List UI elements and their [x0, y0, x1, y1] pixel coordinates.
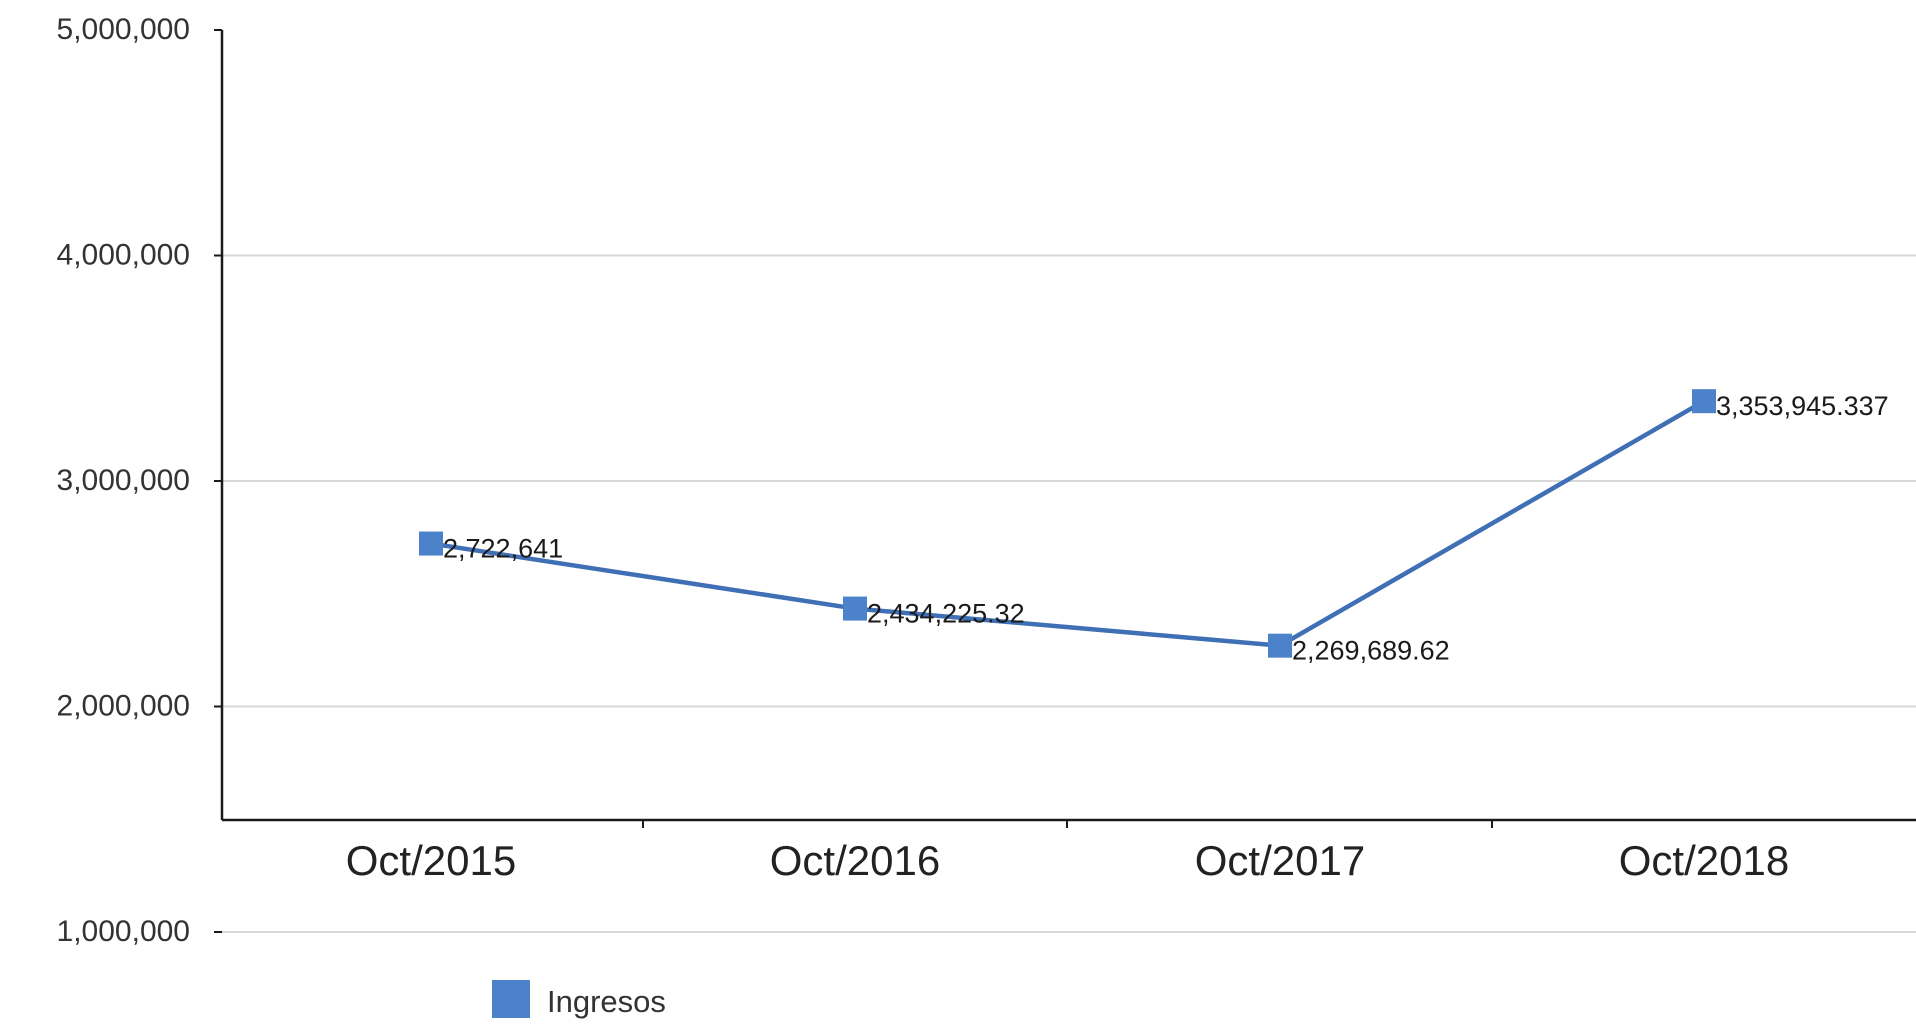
x-tick-label: Oct/2017: [1195, 837, 1365, 884]
data-label: 2,269,689.62: [1292, 636, 1450, 666]
data-label: 3,353,945.337: [1716, 391, 1889, 421]
legend: Ingresos: [492, 980, 666, 1019]
legend-swatch: [492, 980, 530, 1018]
y-tick-label: 3,000,000: [57, 464, 190, 497]
x-tick-label: Oct/2018: [1619, 837, 1789, 884]
y-tick-label: 4,000,000: [57, 239, 190, 272]
x-tick-label: Oct/2015: [346, 837, 516, 884]
data-point-marker: [419, 531, 443, 556]
legend-label: Ingresos: [547, 984, 666, 1019]
series-line: [430, 399, 1706, 648]
x-tick-label: Oct/2016: [770, 837, 940, 884]
series-layer: [419, 389, 1716, 658]
y-tick-label: 5,000,000: [57, 13, 190, 46]
axis-layer: 1,000,000 2,000,000 3,000,000 4,000,000 5,00…: [57, 13, 1916, 948]
grid-layer: [222, 254, 1916, 933]
y-tick-label: 2,000,000: [57, 690, 190, 723]
data-label: 2,722,641: [443, 534, 563, 564]
data-label-layer: 2,722,641 2,434,225.32 2,269,689.62 3,353,9…: [443, 391, 1889, 665]
data-label: 2,434,225.32: [867, 599, 1025, 629]
data-point-marker: [1692, 389, 1716, 414]
y-tick-label: 1,000,000: [57, 915, 190, 948]
data-point-marker: [843, 596, 867, 621]
data-point-marker: [1268, 633, 1292, 658]
